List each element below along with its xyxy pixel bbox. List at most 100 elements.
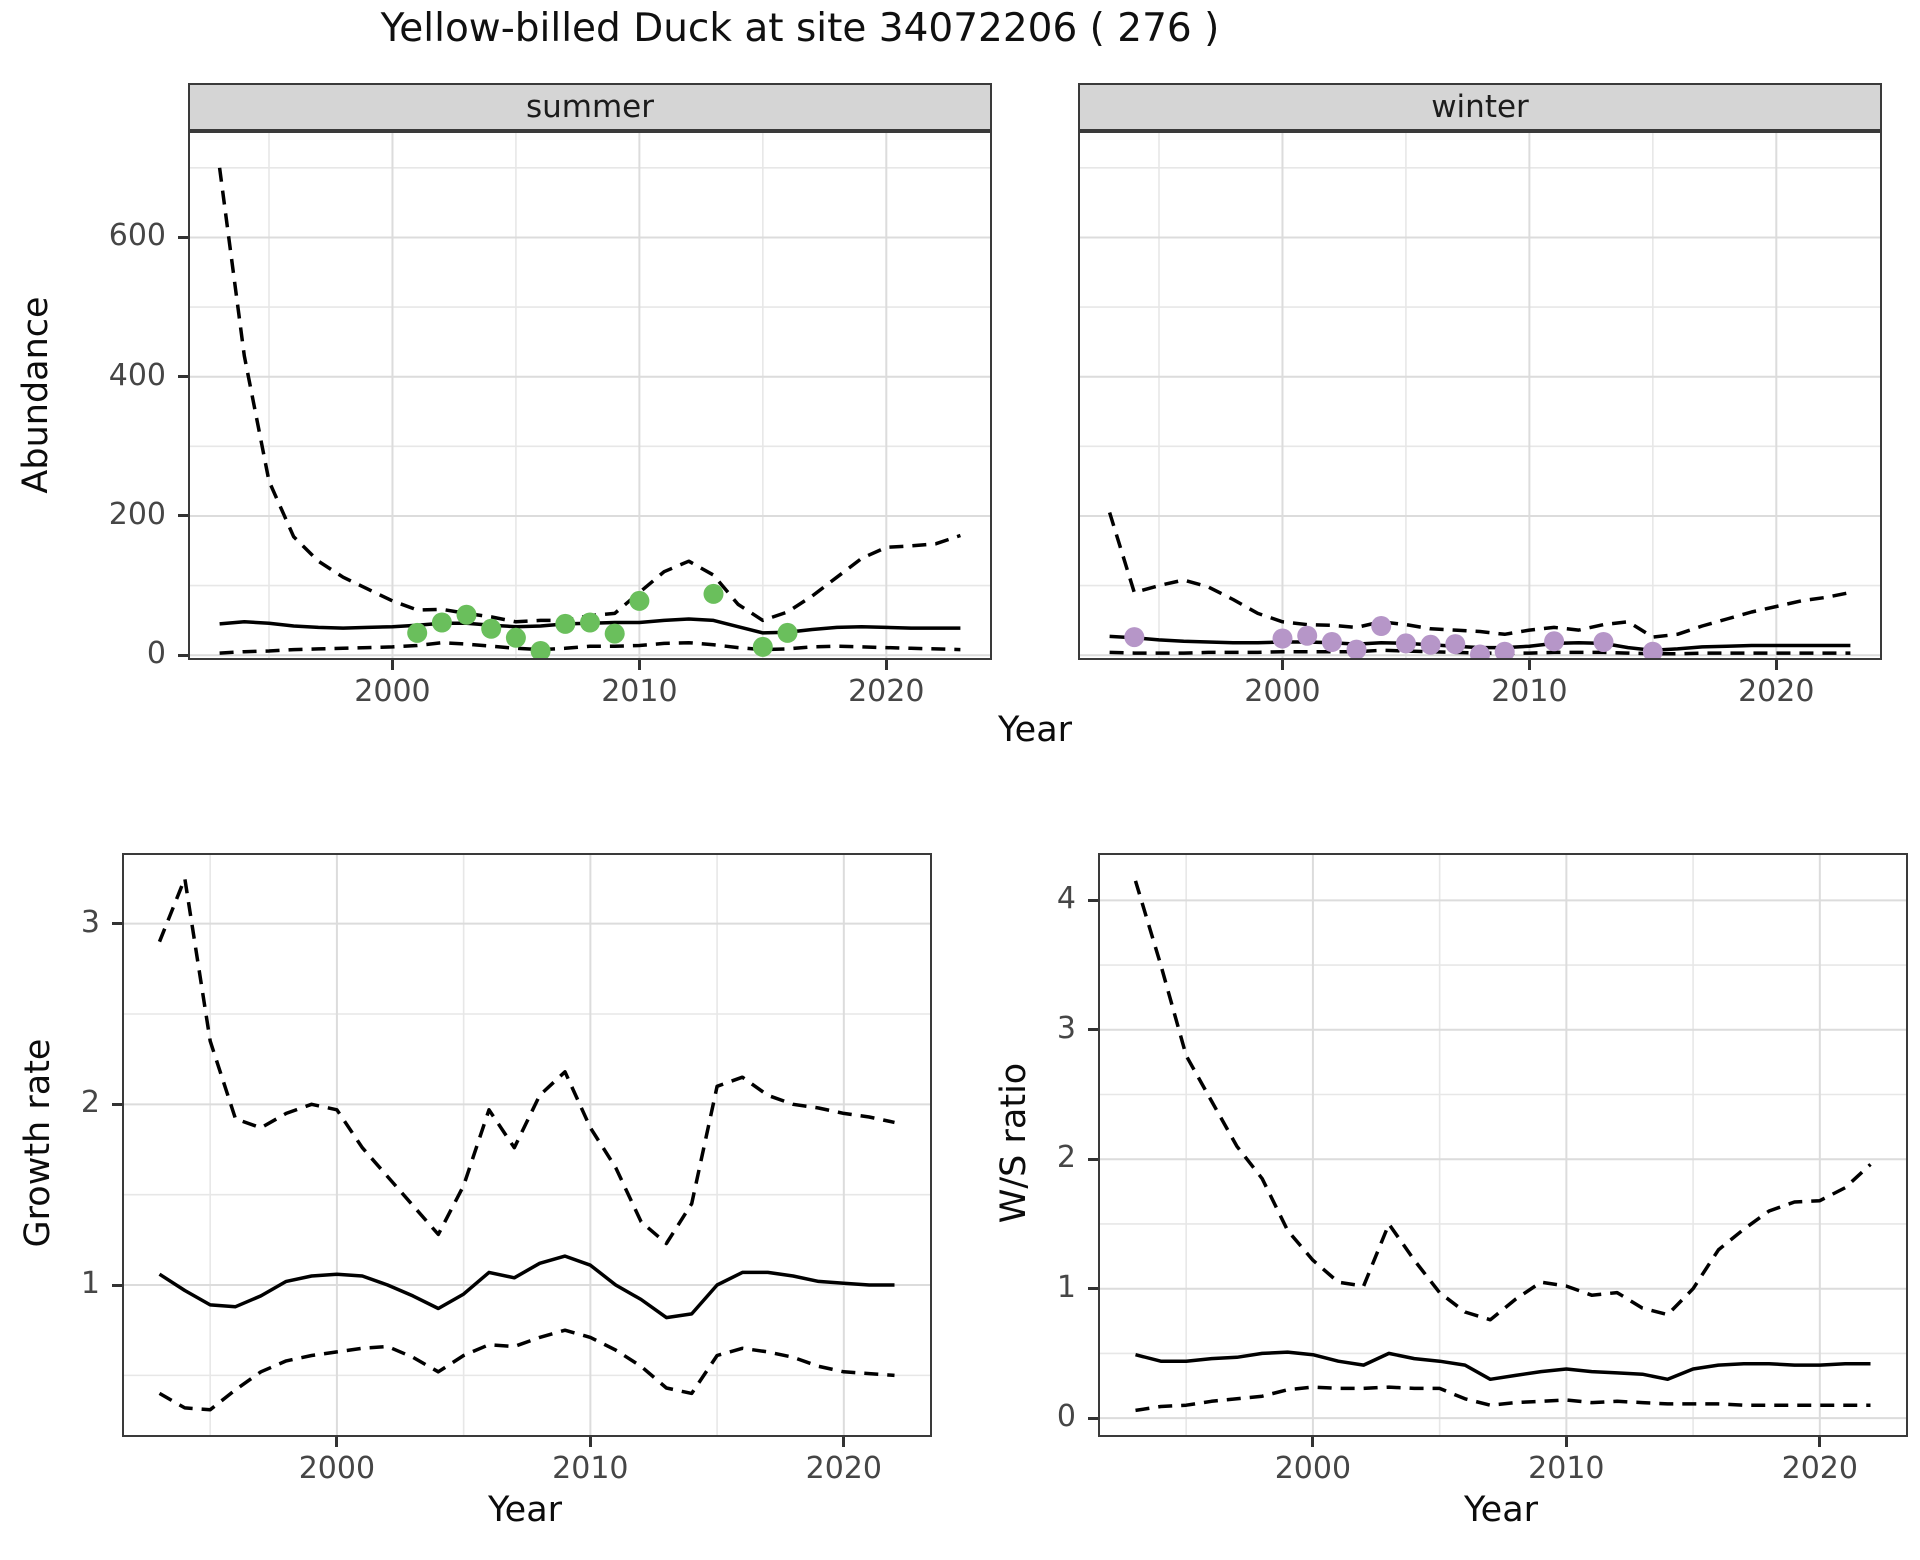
summer-observations-point — [629, 590, 650, 611]
y-tick-mark — [1088, 1157, 1098, 1161]
x-tick-mark — [1774, 660, 1778, 670]
y-tick-mark — [178, 235, 188, 239]
y-tick-mark — [1088, 1287, 1098, 1291]
summer-observations-point — [703, 583, 724, 604]
winter-observations-point — [1371, 616, 1392, 636]
panel-canvas-summer — [190, 133, 990, 658]
y-tick-mark — [1088, 898, 1098, 902]
x-tick-label: 2020 — [805, 1451, 882, 1486]
y-tick-label: 3 — [1056, 1010, 1076, 1046]
x-tick-mark — [588, 1437, 592, 1447]
summer-observations-point — [481, 618, 502, 639]
x-tick-label: 2010 — [1528, 1451, 1605, 1486]
facet-strip-winter: winter — [1078, 83, 1882, 131]
winter-observations-point — [1420, 634, 1441, 655]
winter-upper_ci-line — [1107, 511, 1851, 639]
winter-observations-point — [1642, 641, 1663, 658]
x-tick-label: 2020 — [1738, 674, 1815, 709]
x-tick-mark — [1564, 1437, 1568, 1447]
y-tick-label: 0 — [1056, 1399, 1076, 1435]
winter-observations-point — [1321, 632, 1342, 652]
x-tick-mark — [884, 660, 888, 670]
x-tick-mark — [1280, 660, 1284, 670]
ws-upper_ci-line — [1133, 880, 1872, 1322]
x-tick-mark — [390, 660, 394, 670]
panel-canvas-ws — [1100, 855, 1906, 1435]
winter-observations-point — [1445, 634, 1466, 655]
x-tick-mark — [1311, 1437, 1315, 1447]
facet-strip-summer-label: summer — [525, 89, 654, 125]
y-tick-label: 400 — [108, 357, 166, 393]
y-tick-mark — [112, 922, 122, 926]
panel-ws-ratio — [1098, 853, 1908, 1437]
x-tick-mark — [842, 1437, 846, 1447]
winter-observations-point — [1346, 639, 1367, 658]
x-tick-mark — [1818, 1437, 1822, 1447]
panel-canvas-growth — [124, 855, 930, 1435]
growth-upper_ci-line — [157, 876, 895, 1246]
panel-summer-abundance — [188, 131, 992, 660]
y-tick-mark — [1088, 1028, 1098, 1032]
chart-title: Yellow-billed Duck at site 34072206 ( 27… — [380, 6, 1220, 51]
ws-median-line — [1135, 1350, 1871, 1382]
summer-upper_ci-line — [217, 167, 961, 624]
x-tick-label: 2000 — [1244, 674, 1321, 709]
x-tick-mark — [1527, 660, 1531, 670]
summer-observations-point — [505, 627, 526, 648]
panel-canvas-winter — [1080, 133, 1880, 658]
summer-observations-point — [407, 622, 428, 643]
y-tick-mark — [178, 653, 188, 657]
summer-lower_ci-line — [219, 640, 961, 655]
x-tick-mark — [335, 1437, 339, 1447]
y-tick-label: 1 — [1056, 1269, 1076, 1305]
growth-median-line — [158, 1254, 895, 1320]
ws-lower_ci-line — [1135, 1385, 1871, 1413]
x-axis-title-ws: Year — [1463, 1490, 1539, 1530]
facet-strip-summer: summer — [188, 83, 992, 131]
x-tick-label: 2010 — [552, 1451, 629, 1486]
winter-observations-point — [1470, 644, 1490, 658]
x-axis-title-top: Year — [997, 710, 1073, 750]
winter-observations-point — [1272, 628, 1293, 649]
growth-lower_ci-line — [158, 1328, 895, 1412]
summer-observations-point — [431, 612, 452, 633]
x-tick-label: 2020 — [1781, 1451, 1858, 1486]
winter-observations-point — [1395, 633, 1416, 654]
winter-observations-point — [1297, 625, 1318, 646]
summer-observations-point — [777, 622, 798, 643]
summer-observations-point — [555, 613, 576, 634]
y-tick-mark — [178, 375, 188, 379]
summer-observations-point — [604, 623, 625, 644]
x-tick-label: 2010 — [1491, 674, 1568, 709]
x-tick-label: 2000 — [298, 1451, 376, 1486]
x-tick-label: 2000 — [354, 674, 431, 709]
summer-observations-point — [580, 612, 600, 633]
y-tick-label: 2 — [80, 1085, 100, 1121]
x-tick-label: 2010 — [601, 674, 678, 709]
y-tick-label: 2 — [1056, 1140, 1076, 1176]
panel-winter-abundance — [1078, 131, 1882, 660]
y-tick-label: 0 — [146, 636, 166, 672]
y-tick-label: 1 — [80, 1266, 100, 1302]
y-tick-label: 3 — [80, 904, 100, 940]
x-tick-mark — [637, 660, 641, 670]
facet-strip-winter-label: winter — [1431, 89, 1529, 125]
panel-growth-rate — [122, 853, 932, 1437]
y-tick-mark — [1088, 1416, 1098, 1420]
y-tick-label: 4 — [1056, 881, 1076, 917]
summer-observations-point — [456, 604, 477, 625]
y-tick-mark — [178, 514, 188, 518]
winter-observations-point — [1593, 632, 1614, 652]
x-axis-title-growth: Year — [487, 1490, 563, 1530]
y-axis-title-growth-rate: Growth rate — [18, 1038, 58, 1248]
x-tick-label: 2000 — [1274, 1451, 1352, 1486]
y-tick-label: 200 — [108, 496, 166, 532]
summer-observations-point — [752, 636, 773, 657]
y-axis-title-abundance: Abundance — [16, 296, 56, 494]
x-tick-label: 2020 — [848, 674, 925, 709]
winter-observations-point — [1544, 631, 1565, 652]
winter-observations-point — [1124, 627, 1145, 648]
summer-observations-point — [530, 641, 551, 658]
y-tick-label: 600 — [108, 218, 166, 254]
